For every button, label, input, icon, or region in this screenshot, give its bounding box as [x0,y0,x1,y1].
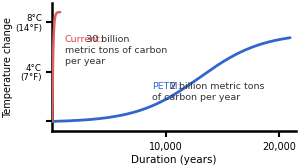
X-axis label: Duration (years): Duration (years) [131,155,217,164]
Text: Current:: Current: [65,34,104,44]
Text: PETM:: PETM: [152,82,181,91]
Y-axis label: Temperature change: Temperature change [4,17,14,118]
Text: 30 billion
metric tons of carbon
per year: 30 billion metric tons of carbon per yea… [65,34,167,66]
Text: 2 billion metric tons
of carbon per year: 2 billion metric tons of carbon per year [152,82,265,102]
